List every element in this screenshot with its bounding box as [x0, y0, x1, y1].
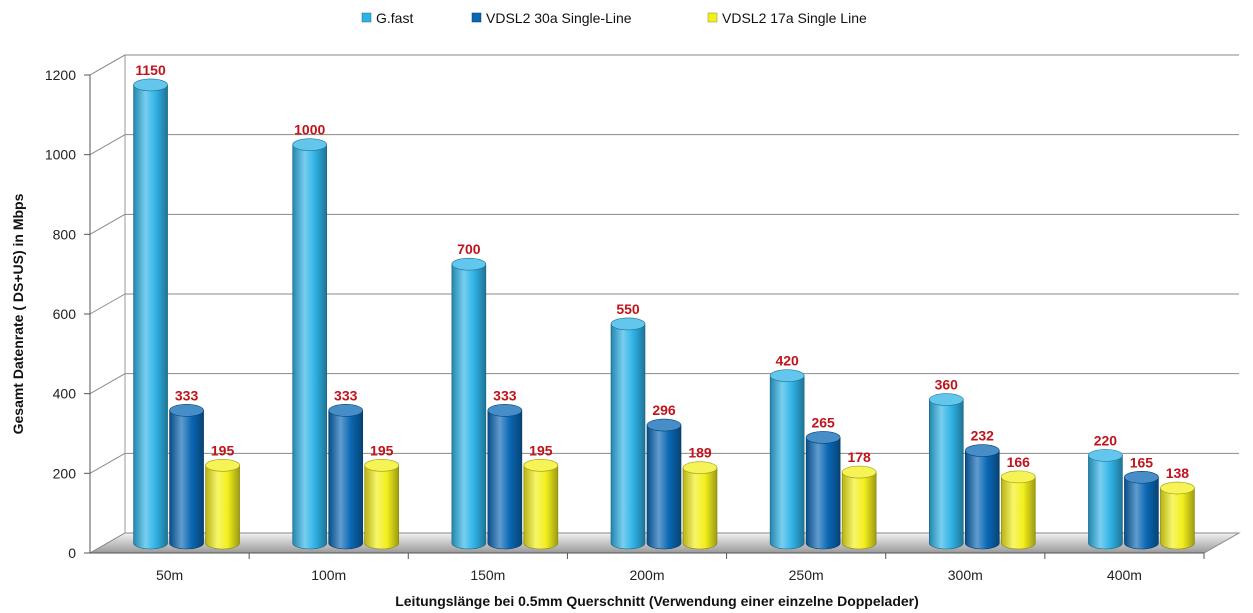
data-label: 333 — [493, 387, 517, 403]
data-label: 700 — [457, 241, 481, 257]
bar — [964, 444, 1000, 550]
data-label: 360 — [935, 377, 959, 393]
data-label: 220 — [1094, 432, 1118, 448]
data-label: 420 — [775, 353, 799, 369]
bar — [133, 78, 168, 550]
y-tick-label: 1200 — [45, 67, 76, 83]
data-label: 165 — [1130, 454, 1154, 470]
legend-item: VDSL2 30a Single-Line — [471, 10, 632, 26]
bar — [364, 459, 400, 550]
data-label: 550 — [616, 301, 640, 317]
bar — [928, 393, 964, 550]
x-tick-label: 50m — [156, 567, 183, 583]
y-tick-label: 1000 — [45, 147, 76, 163]
gridline-diagonal — [89, 293, 126, 315]
bar — [169, 404, 204, 550]
bars — [133, 78, 1195, 550]
gridline-diagonal — [89, 213, 126, 235]
bar — [451, 257, 487, 550]
legend-item: G.fast — [361, 10, 413, 26]
bar — [1000, 470, 1036, 550]
data-label: 232 — [971, 428, 995, 444]
legend-swatch — [471, 12, 482, 23]
bar — [205, 459, 240, 550]
x-tick-label: 250m — [789, 567, 824, 583]
gridline-diagonal — [89, 54, 126, 76]
data-label: 1150 — [135, 62, 166, 78]
bar — [841, 465, 877, 550]
data-label: 195 — [370, 442, 394, 458]
bar — [1088, 449, 1123, 550]
x-tick-label: 400m — [1107, 567, 1142, 583]
data-label: 333 — [334, 387, 358, 403]
x-tick-label: 100m — [311, 567, 346, 583]
data-label: 138 — [1166, 465, 1190, 481]
gridline-diagonal — [89, 373, 126, 395]
x-tick-label: 300m — [948, 567, 983, 583]
bar — [610, 317, 646, 550]
data-label: 195 — [211, 442, 235, 458]
x-tick-label: 150m — [470, 567, 505, 583]
y-tick-label: 600 — [53, 306, 77, 322]
bar — [1124, 470, 1159, 550]
legend-label: VDSL2 30a Single-Line — [486, 10, 632, 26]
data-label: 333 — [175, 387, 199, 403]
data-label: 166 — [1007, 454, 1031, 470]
bar — [646, 418, 682, 550]
bar — [805, 431, 841, 550]
gridline-diagonal — [89, 452, 126, 474]
bar — [523, 459, 559, 550]
y-tick-label: 0 — [68, 545, 76, 561]
legend: G.fast VDSL2 30a Single-Line VDSL2 17a Sin… — [361, 10, 867, 26]
data-labels: 1150 333 195 1000 333 195 700 333 195 550 296 189 42… — [135, 62, 1189, 481]
legend-item: VDSL2 17a Single Line — [707, 10, 867, 26]
legend-label: G.fast — [376, 10, 413, 26]
data-label: 265 — [811, 414, 835, 430]
y-axis-title: Gesamt Datenrate ( DS+US) in Mbps — [10, 193, 26, 434]
x-axis-title: Leitungslänge bei 0.5mm Querschnitt (Ver… — [395, 593, 919, 609]
data-label: 178 — [847, 449, 871, 465]
gridline-diagonal — [89, 134, 126, 156]
legend-swatch — [707, 12, 718, 23]
bar — [328, 404, 364, 550]
y-tick-label: 800 — [53, 226, 77, 242]
bar — [682, 461, 718, 550]
data-label: 1000 — [294, 122, 325, 138]
legend-swatch — [361, 12, 372, 23]
x-tick-label: 200m — [629, 567, 664, 583]
data-label: 189 — [688, 445, 712, 461]
data-label: 195 — [529, 442, 553, 458]
bar — [1160, 481, 1195, 550]
y-tick-label: 400 — [53, 386, 77, 402]
bar — [769, 369, 805, 550]
y-tick-label: 200 — [53, 465, 77, 481]
data-label: 296 — [652, 402, 676, 418]
bar — [292, 138, 328, 550]
bar — [487, 404, 523, 550]
legend-label: VDSL2 17a Single Line — [722, 10, 867, 26]
